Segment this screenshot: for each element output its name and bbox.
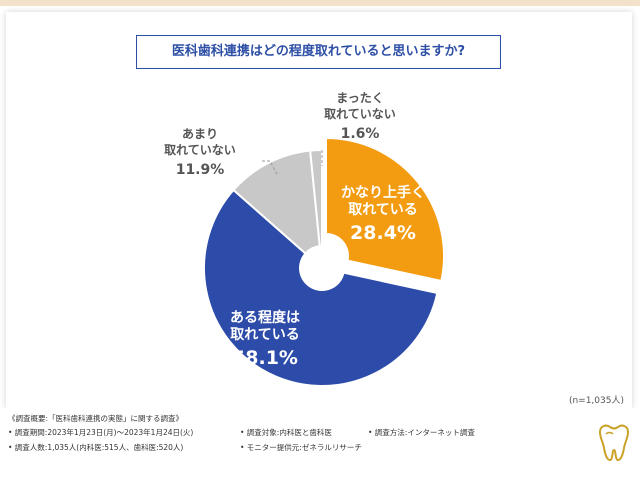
orange-label-pct: 28.4% — [350, 222, 416, 244]
slice-kanari — [325, 136, 445, 283]
footer-provider: • モニター提供元:ゼネラルリサーチ — [240, 443, 362, 452]
survey-footer: 《調査概要:「医科歯科連携の実態」に関する調査》 • 調査期間:2023年1月2… — [0, 408, 640, 480]
gray-large-label-pct: 11.9% — [175, 162, 225, 178]
label-blue: ある程度は 取れている 58.1% — [205, 310, 325, 369]
blue-label-line2: 取れている — [230, 327, 300, 343]
gray-large-label-line1: あまり — [181, 127, 218, 141]
blue-label-pct: 58.1% — [232, 347, 298, 369]
footer-count: • 調査人数:1,035人(内科医:515人、歯科医:520人) — [8, 443, 184, 452]
tooth-logo-icon — [598, 424, 630, 462]
donut-hole — [300, 246, 344, 290]
chart-title: 医科歯科連携はどの程度取れていると思いますか? — [136, 35, 501, 69]
top-bar — [0, 0, 640, 6]
label-gray-large: あまり 取れていない 11.9% — [150, 126, 250, 178]
blue-label-line1: ある程度は — [230, 310, 300, 326]
gray-small-label-line2: 取れていない — [324, 107, 396, 121]
orange-label-line2: 取れている — [348, 202, 418, 218]
label-gray-small: まったく 取れていない 1.6% — [310, 90, 410, 142]
gray-small-label-pct: 1.6% — [340, 126, 380, 142]
gray-large-label-line2: 取れていない — [164, 143, 236, 157]
orange-label-line1: かなり上手く — [341, 185, 425, 201]
leader-amari — [262, 160, 279, 177]
footer-period: • 調査期間:2023年1月23日(月)〜2023年1月24日(火) — [8, 428, 194, 437]
footer-method: • 調査方法:インターネット調査 — [368, 428, 475, 437]
gray-small-label-line1: まったく — [336, 91, 384, 105]
sample-size-note: (n=1,035人) — [568, 396, 624, 406]
footer-target: • 調査対象:内科医と歯科医 — [240, 428, 332, 437]
footer-heading: 《調査概要:「医科歯科連携の実態」に関する調査》 — [8, 414, 184, 423]
label-orange: かなり上手く 取れている 28.4% — [328, 185, 438, 244]
